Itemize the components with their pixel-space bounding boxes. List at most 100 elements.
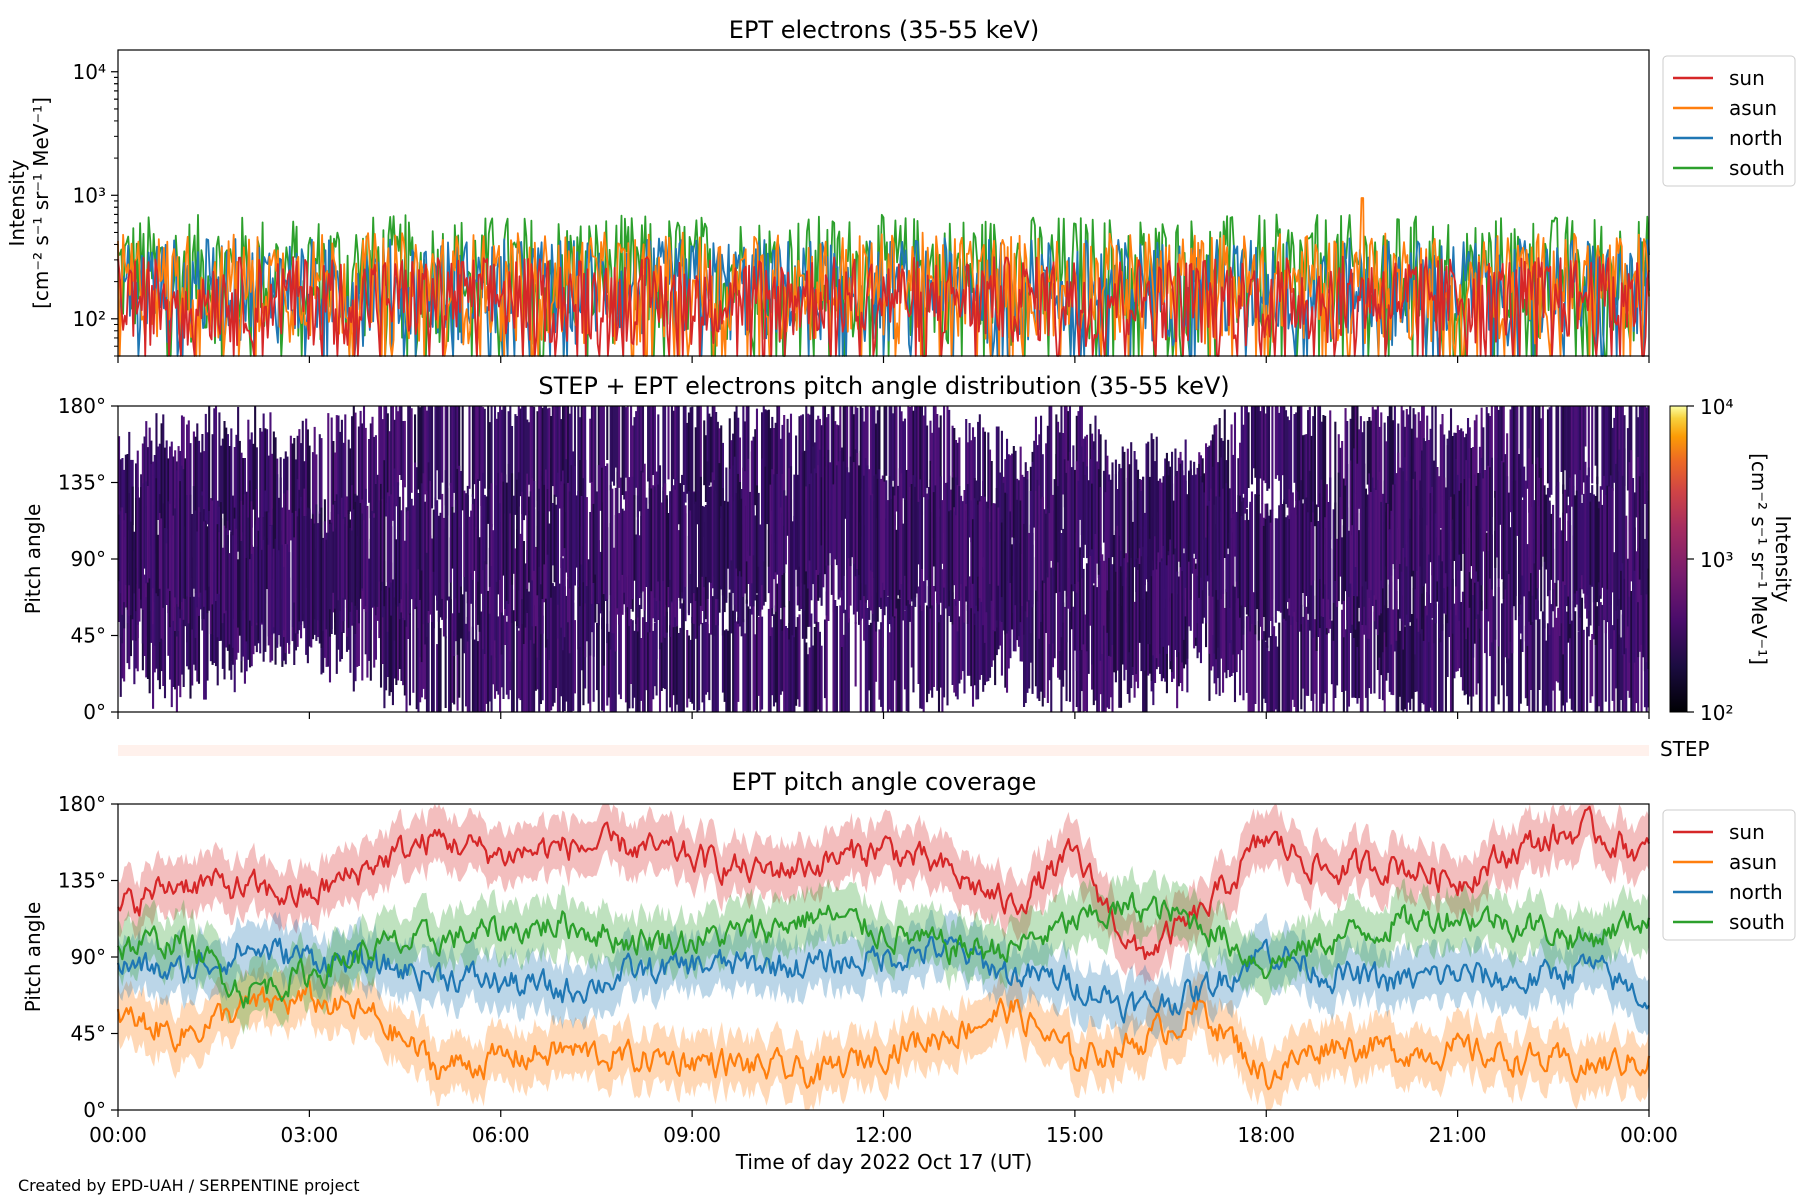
heatmap-cell <box>565 459 568 573</box>
heatmap-cell <box>318 434 321 578</box>
y-tick-label: 135° <box>58 471 106 495</box>
heatmap-cell <box>271 524 274 635</box>
heatmap-cell <box>597 465 600 604</box>
heatmap-cell <box>997 426 1000 545</box>
heatmap-cell <box>937 474 941 605</box>
heatmap-cell <box>395 406 398 507</box>
heatmap-cell <box>1402 410 1405 515</box>
heatmap-cell <box>196 531 199 608</box>
heatmap-cell <box>1494 629 1497 697</box>
heatmap-cell <box>890 406 893 495</box>
heatmap-cell <box>1541 406 1544 524</box>
heatmap-cell <box>1034 416 1037 541</box>
heatmap-cell <box>1341 609 1344 692</box>
heatmap-cell <box>1415 612 1419 692</box>
heatmap-cell <box>1577 631 1580 712</box>
heatmap-cell <box>1521 500 1524 576</box>
heatmap-cell <box>721 488 724 596</box>
heatmap-cell <box>810 406 813 539</box>
heatmap-cell <box>793 615 796 712</box>
heatmap-cell <box>543 406 546 514</box>
heatmap-cell <box>383 460 386 607</box>
heatmap-cell <box>267 544 270 646</box>
heatmap-cell <box>682 491 685 601</box>
heatmap-cell <box>687 635 690 699</box>
heatmap-cell <box>594 406 597 524</box>
heatmap-cell <box>640 470 643 593</box>
heatmap-cell <box>1506 476 1509 571</box>
heatmap-cell <box>810 473 813 558</box>
heatmap-cell <box>909 407 912 501</box>
heatmap-cell <box>857 465 861 575</box>
heatmap-cell <box>493 613 497 699</box>
heatmap-cell <box>1626 428 1629 491</box>
heatmap-cell <box>1068 451 1072 594</box>
heatmap-cell <box>1119 468 1123 551</box>
heatmap-cell <box>1070 549 1073 630</box>
heatmap-cell <box>1563 555 1567 626</box>
heatmap-cell <box>1424 441 1427 584</box>
heatmap-cell <box>653 406 656 493</box>
heatmap-cell <box>1324 415 1327 521</box>
heatmap-cell <box>781 424 784 506</box>
legend-box <box>1662 55 1796 187</box>
heatmap-cell <box>859 579 862 712</box>
heatmap-cell <box>735 621 738 712</box>
heatmap-cell <box>1511 466 1514 608</box>
heatmap-cell <box>1637 548 1640 658</box>
heatmap-cell <box>713 406 716 502</box>
heatmap-cell <box>1344 629 1347 691</box>
heatmap-cell <box>308 445 311 535</box>
heatmap-cell <box>771 627 774 696</box>
heatmap-cell <box>1358 530 1361 608</box>
heatmap-cell <box>585 562 588 642</box>
heatmap-cell <box>1523 466 1526 597</box>
heatmap-cell <box>514 414 517 515</box>
heatmap-cell <box>311 514 315 640</box>
heatmap-cell <box>1068 567 1072 702</box>
heatmap-cell <box>1468 577 1471 697</box>
heatmap-cell <box>1511 406 1514 527</box>
heatmap-cell <box>141 483 144 610</box>
heatmap-cell <box>946 482 949 610</box>
heatmap-cell <box>1089 458 1092 556</box>
heatmap-cell <box>953 428 956 523</box>
heatmap-cell <box>628 575 631 709</box>
heatmap-cell <box>531 540 534 627</box>
heatmap-cell <box>1303 434 1306 515</box>
heatmap-cell <box>1621 406 1624 489</box>
heatmap-cell <box>999 472 1002 621</box>
heatmap-cell <box>1135 550 1138 674</box>
heatmap-cell <box>943 406 946 533</box>
heatmap-cell <box>305 516 308 655</box>
heatmap-cell <box>752 510 755 607</box>
heatmap-cell <box>507 463 510 604</box>
heatmap-cell <box>1441 624 1444 712</box>
heatmap-cell <box>609 611 612 712</box>
heatmap-cell <box>1557 607 1560 683</box>
heatmap-cell <box>624 600 628 703</box>
heatmap-cell <box>664 619 667 690</box>
heatmap-cell <box>1259 513 1262 627</box>
heatmap-cell <box>1533 584 1536 712</box>
heatmap-cell <box>308 508 311 647</box>
heatmap-cell <box>320 438 323 544</box>
heatmap-cell <box>521 586 524 712</box>
heatmap-cell <box>1570 620 1573 710</box>
heatmap-cell <box>926 493 929 573</box>
heatmap-cell <box>1293 414 1296 483</box>
heatmap-cell <box>1501 603 1504 686</box>
heatmap-cell <box>1402 471 1405 548</box>
heatmap-cell <box>1604 406 1607 515</box>
heatmap-cell <box>1477 598 1480 684</box>
heatmap-cell <box>1470 499 1473 567</box>
heatmap-cell <box>1254 406 1257 478</box>
heatmap-cell <box>682 406 685 485</box>
heatmap-cell <box>155 581 158 669</box>
coverage-line-south <box>117 891 1651 1009</box>
heatmap-cell <box>1368 473 1371 598</box>
heatmap-cell <box>476 641 480 712</box>
heatmap-cell <box>1147 556 1150 645</box>
heatmap-cell <box>1164 458 1167 547</box>
heatmap-cell <box>869 495 872 571</box>
